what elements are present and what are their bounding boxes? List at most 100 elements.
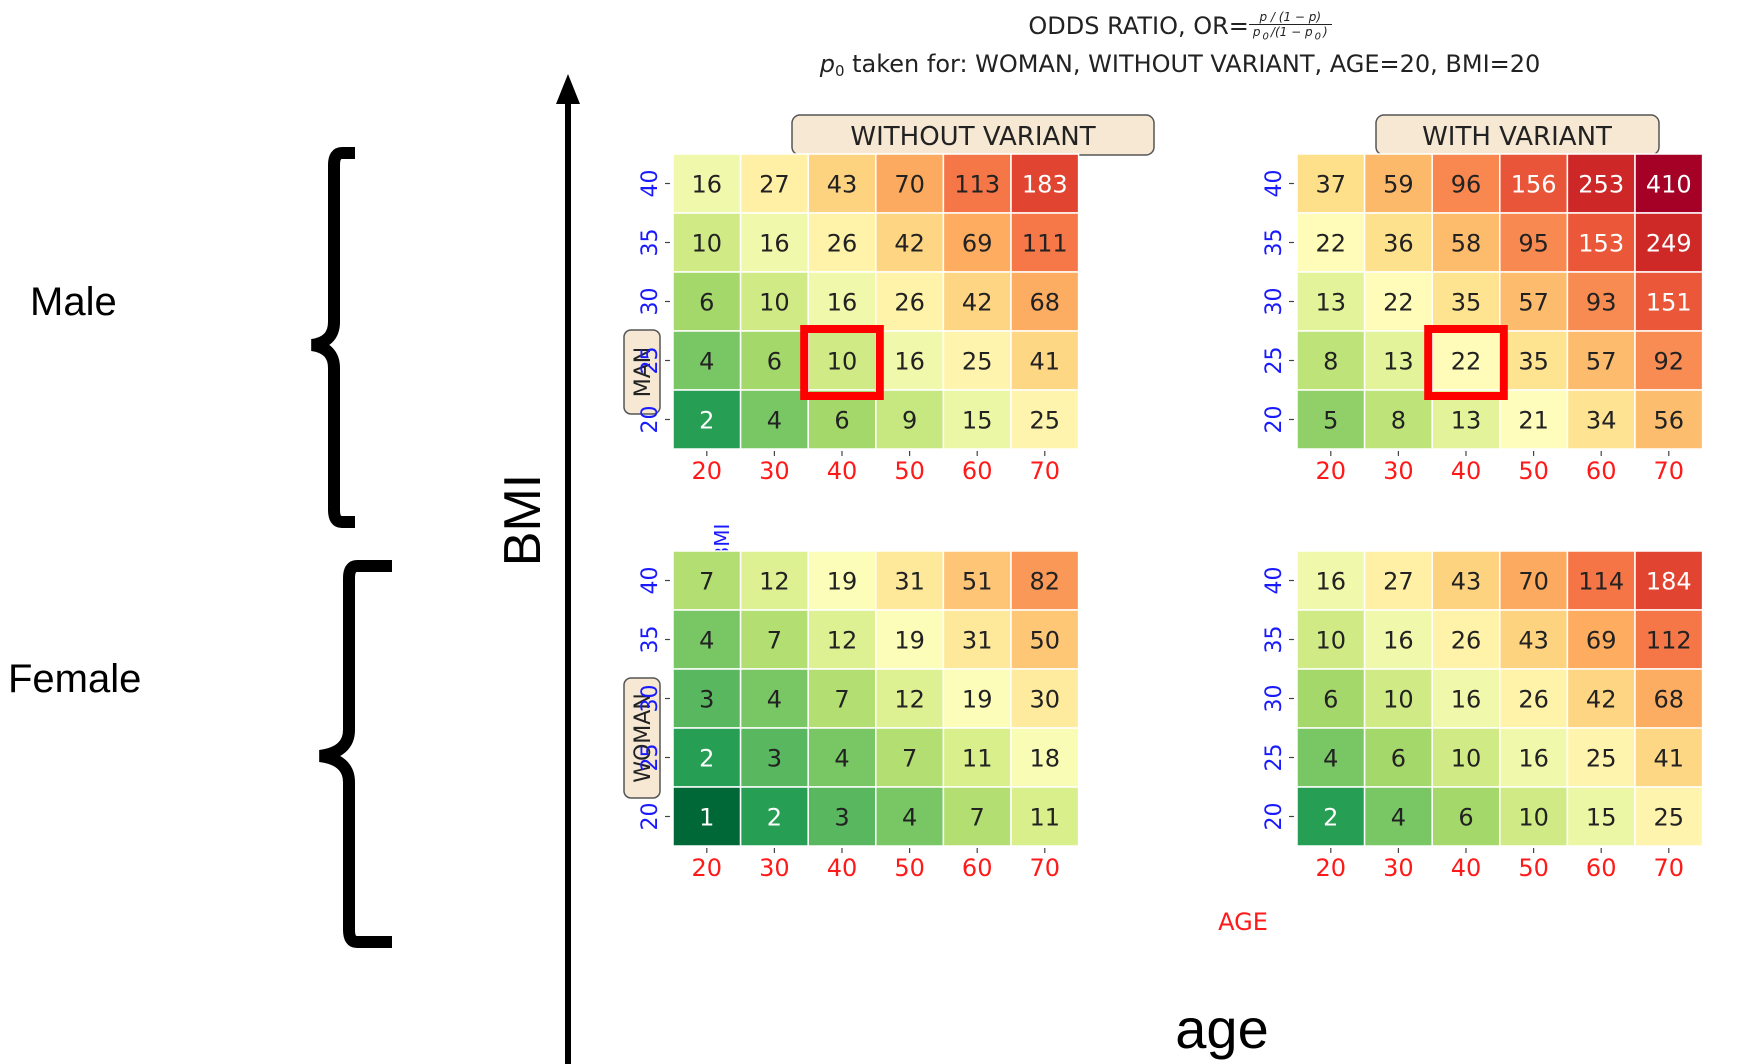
heatmap-cell bbox=[1499, 271, 1569, 332]
heatmap-cell bbox=[1499, 786, 1569, 847]
cell-value-label: 25 bbox=[1654, 804, 1685, 832]
cell-value-label: 10 bbox=[1316, 627, 1347, 655]
cell-value-label: 56 bbox=[1654, 407, 1685, 435]
cell-value-label: 69 bbox=[962, 230, 993, 258]
cell-value-label: 10 bbox=[1518, 804, 1549, 832]
cell-value-label: 26 bbox=[894, 289, 925, 317]
woman-label: WOMAN bbox=[631, 693, 656, 783]
heatmap-cell bbox=[1363, 609, 1433, 670]
cell-value-label: 253 bbox=[1578, 171, 1624, 199]
man-box bbox=[623, 329, 661, 415]
age-tick-label: 70 bbox=[1030, 457, 1061, 485]
bmi-tick-label: 35 bbox=[1262, 229, 1287, 257]
heatmap-cell bbox=[1010, 271, 1080, 332]
cell-value-label: 12 bbox=[759, 568, 790, 596]
cell-value-label: 27 bbox=[1383, 568, 1414, 596]
cell-value-label: 16 bbox=[1518, 745, 1549, 773]
heatmap-cell bbox=[1499, 668, 1569, 729]
heatmap-cell bbox=[942, 153, 1012, 214]
heatmap-cell bbox=[1431, 668, 1501, 729]
cell-value-label: 113 bbox=[954, 171, 1000, 199]
age-tick-label: 40 bbox=[1451, 457, 1482, 485]
cell-value-label: 10 bbox=[759, 289, 790, 317]
fraction-numerator: p / (1 − p) bbox=[1248, 10, 1332, 25]
bmi-tick-label: 35 bbox=[1262, 626, 1287, 654]
cell-value-label: 183 bbox=[1022, 171, 1068, 199]
cell-value-label: 34 bbox=[1586, 407, 1617, 435]
age-tick-label: 30 bbox=[1383, 457, 1414, 485]
bmi-tick-label: 40 bbox=[638, 170, 663, 198]
age-tick-label: 20 bbox=[1316, 854, 1347, 882]
cell-value-label: 70 bbox=[894, 171, 925, 199]
cell-value-label: 4 bbox=[699, 627, 714, 655]
age-small-label: AGE bbox=[1218, 908, 1268, 936]
heatmap-cell bbox=[1363, 271, 1433, 332]
cell-value-label: 8 bbox=[1391, 407, 1406, 435]
cell-value-label: 11 bbox=[1030, 804, 1061, 832]
cell-value-label: 70 bbox=[1518, 568, 1549, 596]
heatmap-cell bbox=[1431, 727, 1501, 788]
heatmap-cell bbox=[1431, 212, 1501, 273]
cell-value-label: 410 bbox=[1646, 171, 1692, 199]
heatmap-cell bbox=[942, 389, 1012, 450]
cell-value-label: 50 bbox=[1030, 627, 1061, 655]
cell-value-label: 1 bbox=[699, 804, 714, 832]
cell-value-label: 43 bbox=[1451, 568, 1482, 596]
cell-value-label: 2 bbox=[1323, 804, 1338, 832]
heatmap-cell bbox=[1363, 153, 1433, 214]
heatmap-cell bbox=[672, 786, 742, 847]
cell-value-label: 2 bbox=[699, 745, 714, 773]
cell-value-label: 30 bbox=[1030, 686, 1061, 714]
cell-value-label: 4 bbox=[767, 407, 782, 435]
cell-value-label: 57 bbox=[1518, 289, 1549, 317]
age-tick-label: 30 bbox=[759, 854, 790, 882]
cell-value-label: 42 bbox=[1586, 686, 1617, 714]
heatmap-cell bbox=[807, 786, 877, 847]
cell-value-label: 13 bbox=[1383, 348, 1414, 376]
cell-value-label: 12 bbox=[894, 686, 925, 714]
odds-ratio-fraction: p / (1 − p) p 0/(1 − p 0) bbox=[1248, 10, 1332, 44]
cell-value-label: 41 bbox=[1030, 348, 1061, 376]
age-tick-label: 30 bbox=[1383, 854, 1414, 882]
cell-value-label: 184 bbox=[1646, 568, 1692, 596]
cell-value-label: 5 bbox=[1323, 407, 1338, 435]
heatmap-cell bbox=[1010, 212, 1080, 273]
heatmap-cell bbox=[1010, 609, 1080, 670]
cell-value-label: 7 bbox=[699, 568, 714, 596]
heatmap-cell bbox=[807, 550, 877, 611]
heatmap-cell bbox=[1363, 212, 1433, 273]
title2-sub: 0 bbox=[834, 62, 845, 80]
heatmap-cell bbox=[875, 668, 945, 729]
bmi-tick-label: 20 bbox=[638, 803, 663, 831]
cell-value-label: 13 bbox=[1451, 407, 1482, 435]
heatmap-cell bbox=[1634, 668, 1704, 729]
cell-value-label: 249 bbox=[1646, 230, 1692, 258]
bmi-tick-label: 30 bbox=[1262, 288, 1287, 316]
cell-value-label: 51 bbox=[962, 568, 993, 596]
chart-title-line1: ODDS RATIO, OR= p / (1 − p) p 0/(1 − p 0) bbox=[600, 10, 1747, 44]
heatmap-cell bbox=[875, 786, 945, 847]
cell-value-label: 21 bbox=[1518, 407, 1549, 435]
bmi-tick-label: 40 bbox=[1262, 567, 1287, 595]
title-prefix: ODDS RATIO, OR= bbox=[1028, 12, 1249, 41]
heatmap-cell bbox=[672, 550, 742, 611]
heatmap-cell bbox=[807, 727, 877, 788]
heatmap-cell bbox=[739, 153, 809, 214]
cell-value-label: 153 bbox=[1578, 230, 1624, 258]
bmi-axis-arrowhead bbox=[556, 74, 580, 104]
age-tick-label: 60 bbox=[962, 854, 993, 882]
male-brace bbox=[310, 147, 355, 528]
cell-value-label: 59 bbox=[1383, 171, 1414, 199]
heatmap-cell bbox=[1634, 786, 1704, 847]
cell-value-label: 4 bbox=[699, 348, 714, 376]
cell-value-label: 16 bbox=[1451, 686, 1482, 714]
cell-value-label: 27 bbox=[759, 171, 790, 199]
chart-title-line2: p0 taken for: WOMAN, WITHOUT VARIANT, AG… bbox=[600, 50, 1747, 80]
heatmap-cell bbox=[739, 668, 809, 729]
female-label: Female bbox=[8, 657, 142, 701]
heatmap-cell bbox=[1296, 271, 1366, 332]
heatmap-cell bbox=[1010, 153, 1080, 214]
bmi-tick-label: 20 bbox=[1262, 803, 1287, 831]
cell-value-label: 10 bbox=[1451, 745, 1482, 773]
